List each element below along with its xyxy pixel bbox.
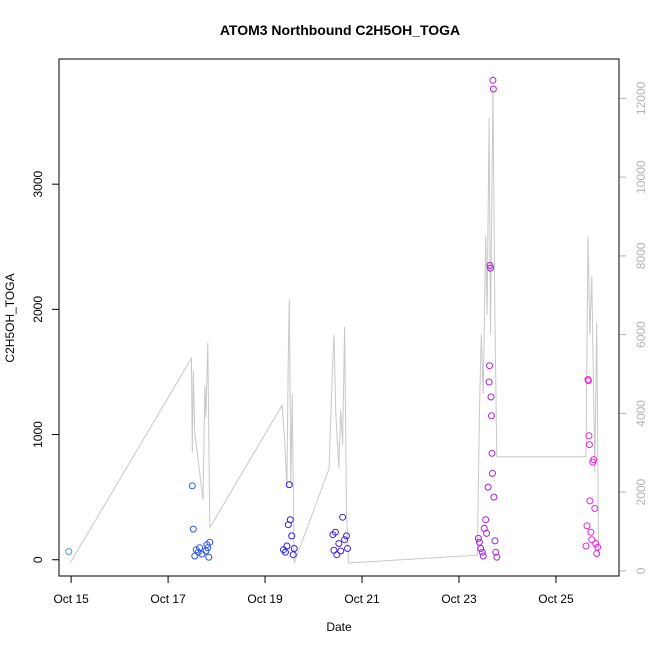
- axis-ticks-layer: Oct 15 Oct 17 Oct 19 Oct 21 Oct 23 Oct 25 0 100…: [31, 81, 648, 606]
- x-tick-label: Oct 17: [150, 592, 186, 606]
- data-point: [486, 262, 494, 269]
- data-point: [479, 552, 487, 560]
- data-point: [205, 553, 213, 561]
- data-point: [484, 483, 492, 491]
- data-point: [206, 538, 214, 546]
- y-tick-label: 3000: [31, 171, 45, 198]
- y-tick-label: 1000: [31, 421, 45, 448]
- data-point: [339, 513, 347, 521]
- data-point: [482, 516, 490, 524]
- y2-tick-label: 0: [634, 567, 648, 574]
- data-point: [585, 441, 593, 449]
- data-point: [489, 76, 497, 84]
- data-point: [188, 482, 196, 490]
- line-series-layer: [69, 86, 600, 564]
- data-point: [493, 553, 501, 561]
- y-axis-label: C2H5OH_TOGA: [3, 273, 17, 362]
- data-point: [588, 536, 596, 544]
- data-point: [196, 544, 204, 552]
- data-point: [586, 497, 594, 505]
- data-point: [290, 545, 298, 552]
- data-point: [475, 538, 483, 546]
- data-point: [483, 529, 491, 537]
- x-tick-label: Oct 21: [344, 592, 380, 606]
- plot-frame: [58, 58, 620, 577]
- y-tick-label: 2000: [31, 296, 45, 323]
- y2-tick-label: 10000: [634, 160, 648, 194]
- x-tick-label: Oct 25: [538, 592, 574, 606]
- data-point: [585, 377, 592, 385]
- data-point: [281, 548, 289, 556]
- data-point: [583, 522, 591, 530]
- data-point: [478, 548, 486, 556]
- data-point: [487, 264, 494, 272]
- data-point: [491, 537, 499, 545]
- data-point: [330, 546, 338, 554]
- data-point: [341, 536, 349, 544]
- y2-tick-label: 8000: [634, 242, 648, 269]
- data-point: [582, 542, 590, 550]
- data-point: [344, 545, 351, 552]
- data-point: [492, 548, 500, 556]
- data-point: [285, 481, 293, 489]
- data-point: [485, 378, 493, 386]
- data-point: [592, 540, 600, 547]
- data-point: [587, 528, 595, 536]
- y2-tick-label: 2000: [634, 478, 648, 505]
- y2-tick-label: 4000: [634, 400, 648, 427]
- data-point: [65, 548, 73, 556]
- data-point: [486, 362, 493, 370]
- data-point: [335, 540, 343, 547]
- points-layer: [65, 76, 602, 561]
- data-point: [474, 534, 482, 542]
- x-tick-label: Oct 15: [53, 592, 89, 606]
- data-point: [283, 542, 291, 550]
- data-point: [331, 528, 339, 536]
- data-point: [288, 532, 296, 540]
- data-point: [487, 393, 495, 401]
- data-point: [189, 525, 197, 533]
- data-point: [490, 493, 498, 501]
- chart-title: ATOM3 Northbound C2H5OH_TOGA: [220, 22, 460, 38]
- data-point: [585, 432, 593, 440]
- data-point: [488, 412, 495, 420]
- data-point: [337, 547, 345, 555]
- data-point: [590, 456, 598, 464]
- data-point: [343, 532, 350, 540]
- data-point: [194, 548, 202, 556]
- x-tick-label: Oct 23: [441, 592, 477, 606]
- data-point: [191, 552, 199, 560]
- y2-tick-label: 6000: [634, 321, 648, 348]
- data-point: [591, 504, 599, 512]
- data-point: [489, 469, 496, 477]
- y2-tick-label: 12000: [634, 81, 648, 115]
- x-tick-label: Oct 19: [247, 592, 283, 606]
- data-point: [286, 516, 294, 524]
- x-axis-label: Date: [326, 620, 352, 634]
- data-point: [333, 551, 341, 559]
- data-point: [488, 449, 496, 457]
- data-point: [289, 551, 297, 559]
- data-point: [594, 543, 602, 551]
- y-tick-label: 0: [31, 556, 45, 563]
- secondary-series-line: [69, 86, 600, 564]
- data-point: [477, 545, 485, 552]
- data-point: [489, 85, 497, 93]
